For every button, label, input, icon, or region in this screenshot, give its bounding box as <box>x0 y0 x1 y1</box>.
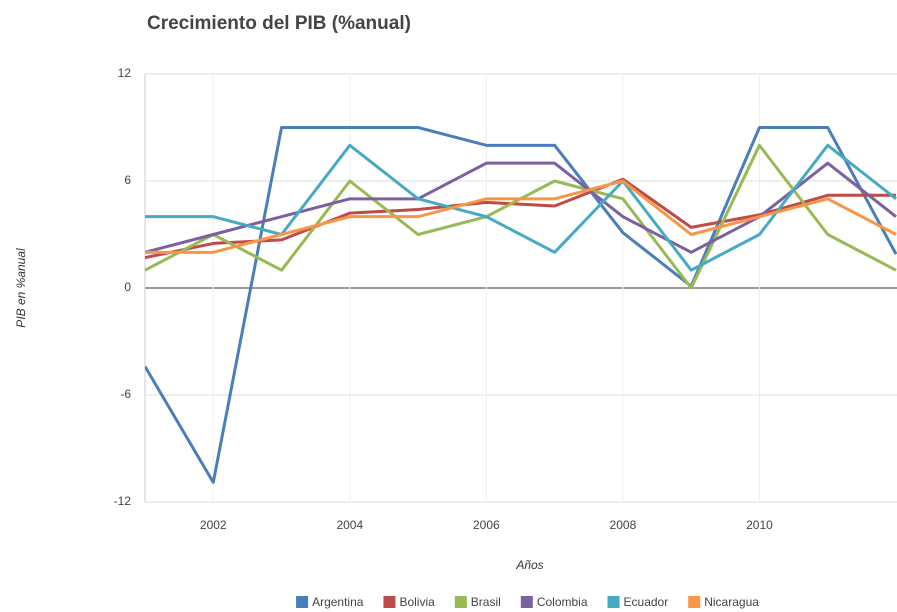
x-tick-label: 2010 <box>746 518 773 532</box>
series-line <box>145 161 897 254</box>
y-tick-label: 12 <box>118 66 132 80</box>
legend-swatch <box>607 596 620 608</box>
series-line <box>145 143 897 272</box>
legend-item: Colombia <box>520 595 588 609</box>
x-tick-label: 2004 <box>336 518 363 532</box>
legend-label: Nicaragua <box>704 595 759 609</box>
x-tick-label: 2002 <box>200 518 227 532</box>
legend-label: Colombia <box>537 595 588 609</box>
series-line <box>145 143 897 290</box>
legend-label: Argentina <box>312 595 364 609</box>
legend-swatch <box>454 596 467 608</box>
legend-swatch <box>296 596 309 608</box>
legend-item: Ecuador <box>607 595 669 609</box>
legend: Argentina Bolivia Brasil Colombia Ecuador Nic… <box>296 595 759 609</box>
legend-swatch <box>520 596 533 608</box>
series-line <box>145 177 896 260</box>
legend-item: Nicaragua <box>688 595 759 609</box>
y-tick-label: -12 <box>114 494 132 508</box>
legend-label: Brasil <box>471 595 501 609</box>
x-axis-title: Años <box>515 558 543 572</box>
series-line <box>145 126 897 484</box>
grid: -12 -6 0 6 12 2002 2004 2006 2008 2010 <box>114 66 897 532</box>
legend-item: Brasil <box>454 595 501 609</box>
legend-swatch <box>688 596 701 608</box>
legend-item: Argentina <box>296 595 364 609</box>
legend-swatch <box>383 596 396 608</box>
legend-label: Ecuador <box>624 595 669 609</box>
y-tick-label: -6 <box>120 387 131 401</box>
y-tick-label: 0 <box>124 280 131 294</box>
plot-area <box>145 126 897 484</box>
chart-title: Crecimiento del PIB (%anual) <box>147 13 411 34</box>
x-tick-label: 2006 <box>473 518 500 532</box>
legend-label: Bolivia <box>399 595 435 609</box>
legend-item: Bolivia <box>383 595 435 609</box>
y-axis-title: PIB en %anual <box>14 248 28 328</box>
y-tick-label: 6 <box>124 173 131 187</box>
series-line <box>145 179 897 254</box>
x-tick-label: 2008 <box>610 518 637 532</box>
